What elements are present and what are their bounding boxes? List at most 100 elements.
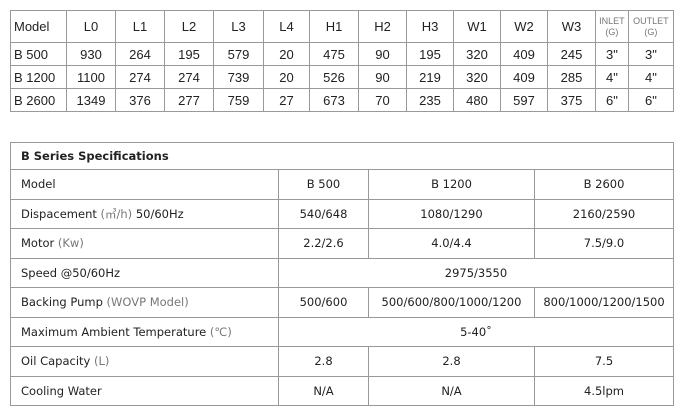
table-title: B Series Specifications (10, 142, 674, 170)
row-label: Maximum Ambient Temperature (℃) (10, 316, 279, 347)
table-row: Maximum Ambient Temperature (℃) 5-40˚ (10, 316, 674, 347)
cell: 320 (453, 65, 501, 89)
cell: 409 (500, 65, 548, 89)
cell: 7.5/9.0 (534, 228, 674, 259)
table-row: Model B 500 B 1200 B 2600 (10, 169, 674, 200)
cell: 2975/3550 (278, 257, 674, 288)
column-header-inlet: INLET (G) (595, 10, 629, 43)
cell: 320 (453, 42, 501, 66)
table-row: B 500 930 264 195 579 20 475 90 195 320 409 245 3" 3" (10, 42, 675, 66)
column-header: H2 (358, 10, 407, 43)
table-row: Speed @50/60Hz 2975/3550 (10, 257, 674, 288)
unit-text: (℃) (209, 324, 232, 339)
label-text: Oil Capacity (21, 354, 91, 369)
table-row: B 1200 1100 274 274 739 20 526 90 219 320 409 285 4"… (10, 65, 675, 89)
column-header: L3 (213, 10, 264, 43)
row-label: Cooling Water (10, 375, 279, 406)
cell: 6" (627, 88, 675, 112)
header-line: INLET (599, 15, 625, 26)
header-line: (G) (605, 26, 619, 37)
column-header: H3 (406, 10, 454, 43)
cell: N/A (368, 375, 535, 406)
cell: 409 (500, 42, 548, 66)
model-cell: B 500 (10, 42, 67, 66)
cell: 245 (547, 42, 596, 66)
cell: 1080/1290 (368, 198, 535, 229)
cell: N/A (278, 375, 369, 406)
cell: 597 (500, 88, 548, 112)
column-header: Model (10, 10, 67, 43)
table-row: Oil Capacity (L) 2.8 2.8 7.5 (10, 346, 674, 377)
cell: 274 (164, 65, 214, 89)
table-row: Cooling Water N/A N/A 4.5lpm (10, 375, 674, 406)
table-row: Dispacement (㎥/h) 50/60Hz 540/648 1080/1… (10, 198, 674, 229)
cell: 2.8 (368, 346, 535, 377)
cell: 27 (263, 88, 310, 112)
cell: 526 (309, 65, 359, 89)
cell: 3" (627, 42, 675, 66)
row-label: Oil Capacity (L) (10, 346, 279, 377)
unit-text: (WOVP Model) (106, 295, 189, 310)
row-label: Model (10, 169, 279, 200)
cell: 264 (115, 42, 165, 66)
table-row: Backing Pump (WOVP Model) 500/600 500/60… (10, 287, 674, 318)
cell: 7.5 (534, 346, 674, 377)
cell: 500/600 (278, 287, 369, 318)
dimensions-table: Model L0 L1 L2 L3 L4 H1 H2 H3 W1 W2 W3 INLET (G) OUTLE… (10, 10, 675, 112)
cell: 1349 (66, 88, 116, 112)
cell: 475 (309, 42, 359, 66)
cell: 195 (406, 42, 454, 66)
cell: 480 (453, 88, 501, 112)
cell: B 1200 (368, 169, 535, 200)
label-text: Motor (21, 236, 55, 251)
cell: 1100 (66, 65, 116, 89)
row-label: Motor (Kw) (10, 228, 279, 259)
cell: 90 (358, 65, 407, 89)
cell: 540/648 (278, 198, 369, 229)
cell: 219 (406, 65, 454, 89)
cell: 277 (164, 88, 214, 112)
column-header-outlet: OUTLET (G) (627, 10, 675, 43)
row-label: Backing Pump (WOVP Model) (10, 287, 279, 318)
label-suffix: 50/60Hz (135, 206, 184, 221)
cell: 20 (263, 42, 310, 66)
cell: 90 (358, 42, 407, 66)
row-label: Speed @50/60Hz (10, 257, 279, 288)
cell: 2.2/2.6 (278, 228, 369, 259)
column-header: L2 (164, 10, 214, 43)
column-header: W1 (453, 10, 501, 43)
cell: 235 (406, 88, 454, 112)
unit-text: (㎥/h) (100, 206, 133, 221)
cell: 375 (547, 88, 596, 112)
unit-text: (Kw) (57, 236, 84, 251)
cell: 739 (213, 65, 264, 89)
column-header: L4 (263, 10, 310, 43)
cell: 800/1000/1200/1500 (534, 287, 674, 318)
cell: B 2600 (534, 169, 674, 200)
unit-text: (L) (94, 354, 110, 369)
column-header: H1 (309, 10, 359, 43)
cell: 5-40˚ (278, 316, 674, 347)
cell: B 500 (278, 169, 369, 200)
cell: 20 (263, 65, 310, 89)
cell: 2160/2590 (534, 198, 674, 229)
column-header: W2 (500, 10, 548, 43)
cell: 195 (164, 42, 214, 66)
cell: 285 (547, 65, 596, 89)
cell: 759 (213, 88, 264, 112)
header-line: (G) (644, 26, 658, 37)
cell: 4" (627, 65, 675, 89)
column-header: L1 (115, 10, 165, 43)
cell: 4" (595, 65, 629, 89)
table-row: Motor (Kw) 2.2/2.6 4.0/4.4 7.5/9.0 (10, 228, 674, 259)
column-header: W3 (547, 10, 596, 43)
cell: 376 (115, 88, 165, 112)
cell: 4.0/4.4 (368, 228, 535, 259)
cell: 930 (66, 42, 116, 66)
model-cell: B 2600 (10, 88, 67, 112)
dimensions-header-row: Model L0 L1 L2 L3 L4 H1 H2 H3 W1 W2 W3 INLET (G) OUTLE… (10, 10, 675, 43)
label-text: Dispacement (21, 206, 97, 221)
cell: 70 (358, 88, 407, 112)
specifications-table: B Series Specifications Model B 500 B 12… (10, 142, 674, 406)
cell: 3" (595, 42, 629, 66)
